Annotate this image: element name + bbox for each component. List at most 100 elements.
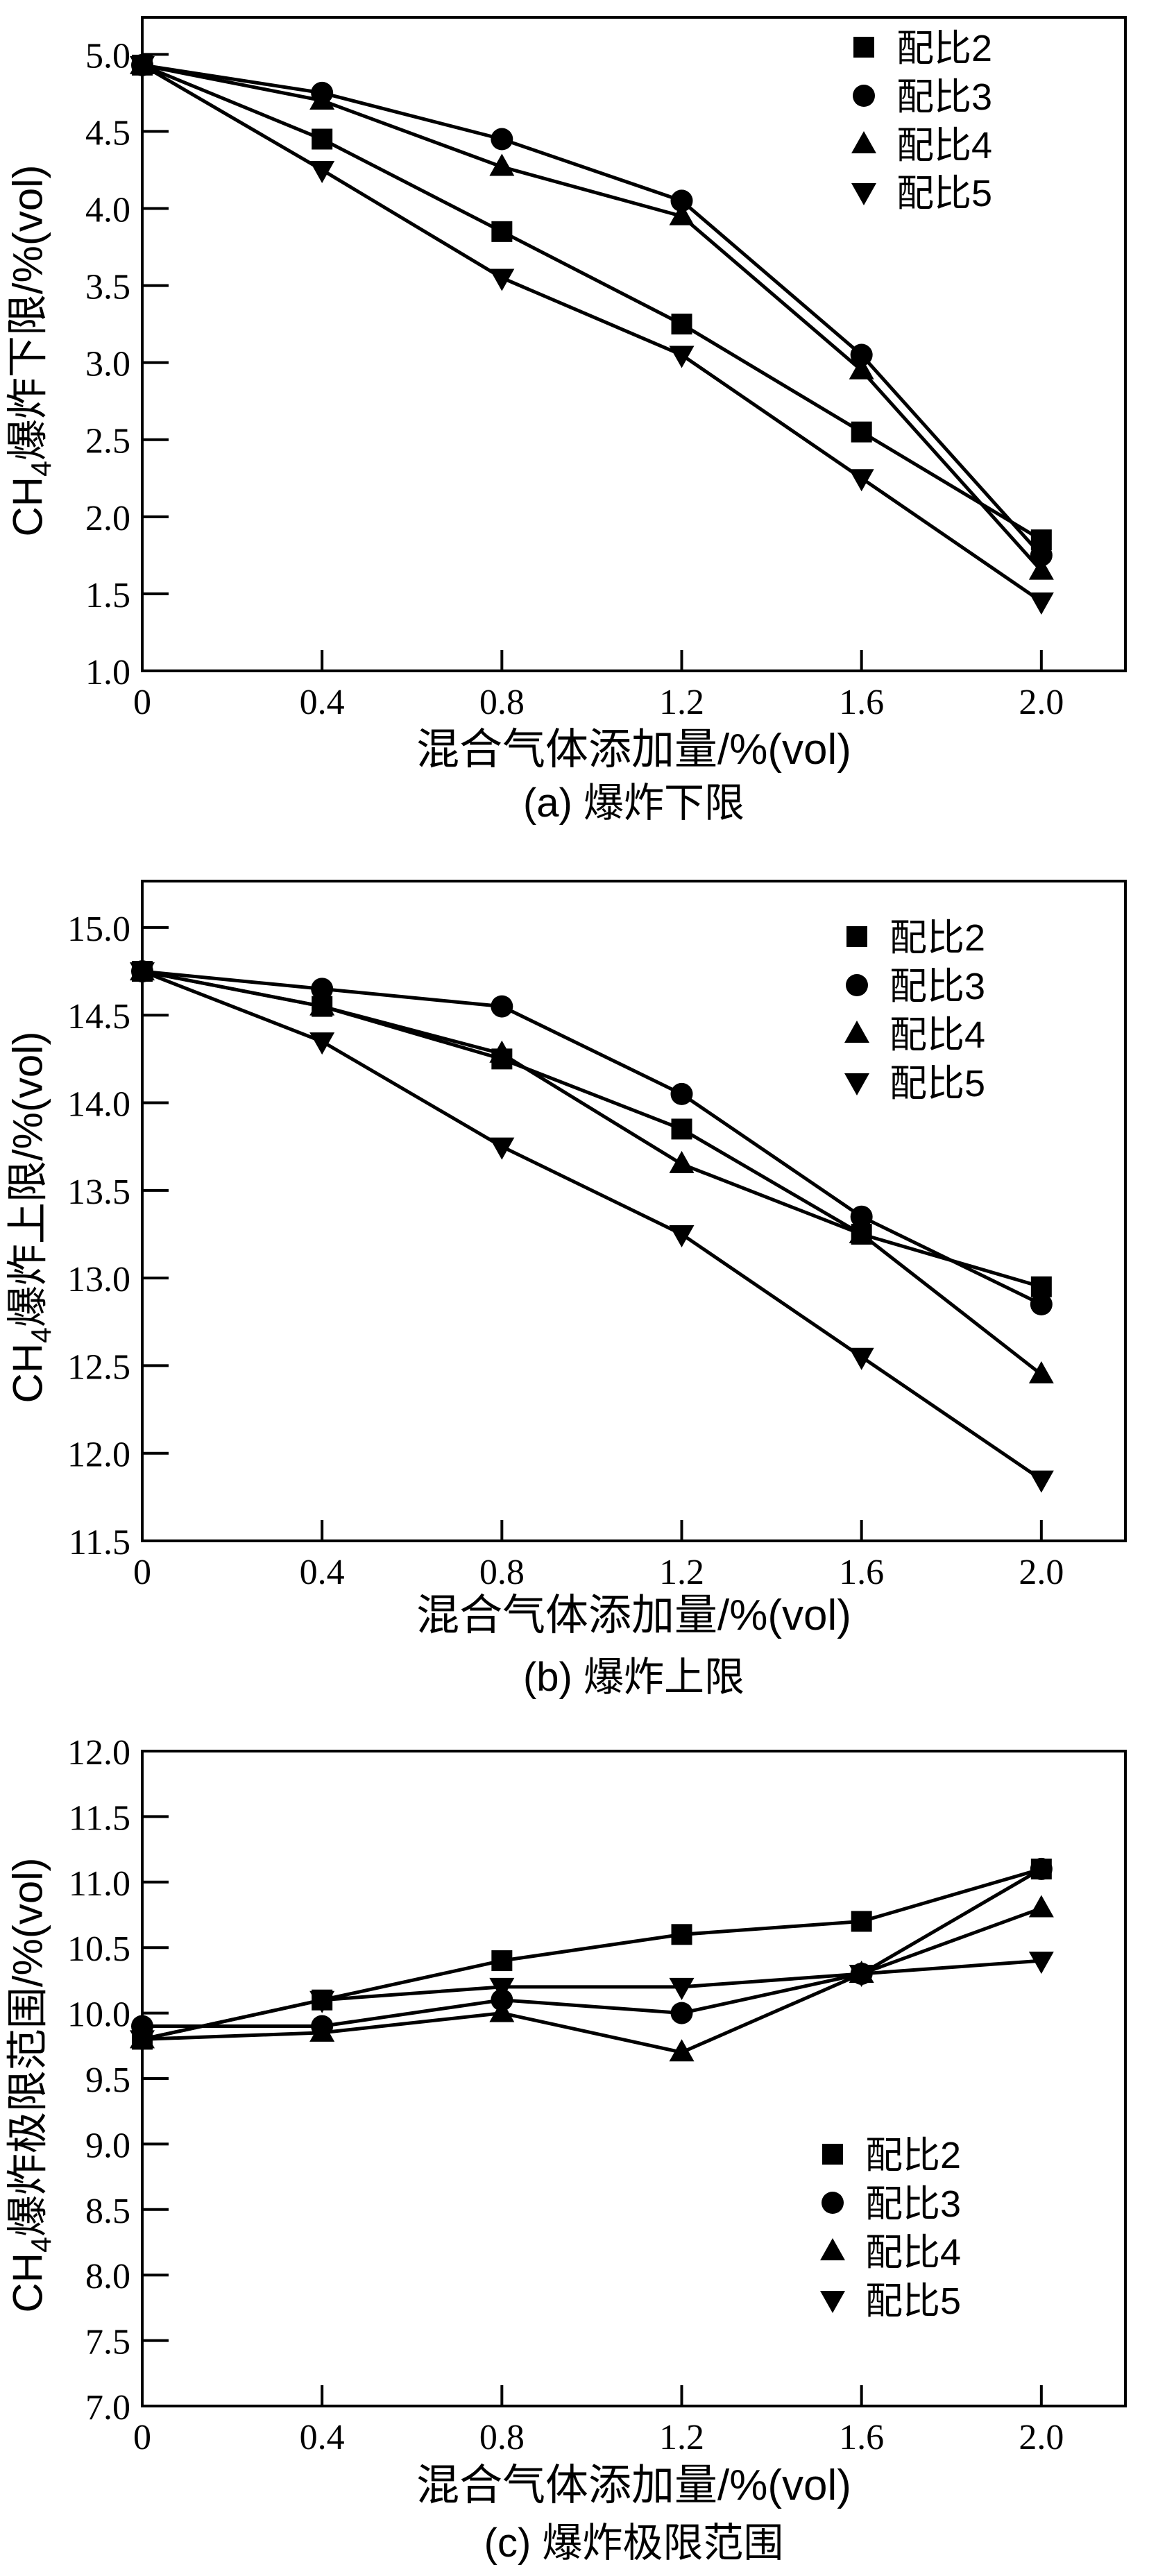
circle-marker-icon: [1030, 1293, 1053, 1316]
triangle-down-marker-icon: [820, 2291, 845, 2313]
x-tick-label: 0.4: [300, 2418, 345, 2457]
triangle-down-marker-icon: [844, 1073, 869, 1095]
square-marker-icon: [851, 1911, 872, 1932]
series-配比2: [132, 54, 1052, 551]
legend-a: 配比2 配比3 配比4 配比5: [851, 28, 992, 214]
legend-item-配比3: 配比3: [846, 966, 985, 1007]
y-axis-title-b-subscript: 4: [25, 1327, 58, 1343]
x-axis-title-c: 混合气体添加量/%(vol): [416, 2462, 851, 2509]
circle-marker-icon: [311, 81, 334, 104]
y-axis-title-a-suffix: 爆炸下限/%(vol): [4, 164, 51, 461]
x-tick-label: 1.6: [839, 2418, 884, 2457]
y-tick-label: 1.5: [85, 576, 130, 615]
axes-a: 5.0 4.5 4.0 3.5 3.0 2.5 2.0 1.5 1.00 0.4 0.8 1.2 1.6…: [85, 16, 1127, 722]
y-axis-title-b-suffix: 爆炸上限/%(vol): [4, 1031, 51, 1328]
subfigure-caption-b: (b) 爆炸上限: [522, 1655, 744, 1700]
legend-label: 配比4: [865, 2232, 961, 2274]
square-marker-icon: [822, 2144, 843, 2165]
x-tick-label: 0.8: [479, 1553, 525, 1592]
legend-label: 配比5: [865, 2280, 961, 2322]
legend-label: 配比5: [890, 1063, 985, 1104]
y-tick-label: 1.0: [85, 653, 130, 692]
legend-item-配比4: 配比4: [844, 1014, 985, 1056]
x-tick-label: 2.0: [1019, 1553, 1064, 1592]
circle-marker-icon: [822, 2192, 844, 2214]
circle-marker-icon: [850, 1205, 873, 1228]
series-配比3: [131, 960, 1053, 1316]
series-line: [142, 969, 1042, 1306]
circle-marker-icon: [670, 189, 693, 212]
circle-marker-icon: [311, 978, 334, 1000]
square-marker-icon: [1030, 529, 1052, 551]
circle-marker-icon: [670, 1082, 693, 1105]
square-marker-icon: [132, 2029, 153, 2050]
square-marker-icon: [491, 1950, 513, 1972]
y-tick-label: 11.5: [69, 1798, 130, 1838]
circle-marker-icon: [850, 343, 873, 366]
square-marker-icon: [312, 996, 333, 1017]
x-tick-label: 1.6: [839, 1553, 884, 1592]
legend-label: 配比4: [896, 125, 992, 167]
y-tick-label: 9.5: [85, 2061, 130, 2100]
y-tick-label: 8.5: [85, 2192, 130, 2231]
legend-label: 配比4: [890, 1014, 985, 1056]
series-配比2: [132, 1858, 1052, 2050]
y-tick-label: 4.5: [85, 113, 130, 153]
square-marker-icon: [846, 926, 867, 947]
y-tick-label: 9.0: [85, 2126, 130, 2165]
legend-item-配比4: 配比4: [820, 2232, 961, 2274]
y-tick-label: 11.5: [69, 1523, 130, 1562]
x-tick-label: 0.4: [300, 1553, 345, 1592]
y-axis-title-a-subscript: 4: [25, 461, 58, 477]
circle-marker-icon: [311, 2015, 334, 2038]
series-line: [142, 1867, 1043, 2028]
triangle-up-marker-icon: [851, 131, 876, 153]
legend-label: 配比2: [865, 2135, 961, 2176]
y-tick-label: 11.0: [69, 1864, 130, 1904]
square-marker-icon: [1030, 1858, 1052, 1879]
series-line: [142, 63, 1043, 572]
y-tick-label: 12.5: [67, 1347, 130, 1387]
y-tick-label: 7.5: [85, 2323, 130, 2362]
y-axis-title-c: CH4爆炸极限范围/%(vol): [3, 1759, 67, 2412]
x-tick-label: 2.0: [1019, 2418, 1064, 2457]
square-marker-icon: [851, 421, 872, 443]
square-marker-icon: [132, 54, 153, 76]
y-tick-label: 10.0: [67, 1995, 130, 2035]
series-line: [142, 969, 1043, 1481]
triangle-up-marker-icon: [844, 1021, 869, 1043]
x-axis-title-a: 混合气体添加量/%(vol): [416, 726, 851, 774]
legend-b: 配比2 配比3 配比4 配比5: [844, 917, 985, 1104]
square-marker-icon: [853, 37, 874, 58]
legend-item-配比5: 配比5: [844, 1063, 985, 1104]
y-tick-label: 5.0: [85, 36, 130, 76]
square-marker-icon: [671, 314, 692, 335]
legend-label: 配比3: [865, 2183, 961, 2225]
x-tick-label: 1.6: [839, 683, 884, 722]
series-配比4: [130, 1895, 1054, 2062]
y-tick-label: 3.0: [85, 345, 130, 384]
legend-label: 配比3: [890, 966, 985, 1007]
square-marker-icon: [132, 961, 153, 982]
triangle-up-marker-icon: [669, 1150, 695, 1173]
square-marker-icon: [491, 221, 513, 242]
subfigure-caption-c: (c) 爆炸极限范围: [484, 2520, 784, 2566]
y-axis-title-b-prefix: CH: [4, 1342, 51, 1404]
x-axis-title-b: 混合气体添加量/%(vol): [416, 1592, 851, 1639]
x-tick-label: 0: [133, 2418, 151, 2457]
x-tick-label: 1.2: [659, 1553, 704, 1592]
square-marker-icon: [1030, 1276, 1052, 1297]
legend-item-配比5: 配比5: [851, 173, 992, 214]
y-tick-label: 2.0: [85, 499, 130, 538]
y-tick-label: 15.0: [67, 910, 130, 949]
triangle-down-marker-icon: [309, 160, 335, 183]
chart-c-explosion-limit-range: 12.0 11.5 11.0 10.5 10.0 9.5 9.0 8.5 8.0 7.5 7.00 0…: [67, 1733, 1127, 2457]
triangle-down-marker-icon: [851, 183, 876, 205]
circle-marker-icon: [850, 1962, 873, 1985]
circle-marker-icon: [491, 128, 513, 151]
square-marker-icon: [491, 1048, 513, 1070]
x-tick-label: 0.8: [479, 683, 525, 722]
triangle-down-marker-icon: [1028, 1470, 1054, 1493]
circle-marker-icon: [853, 85, 875, 107]
